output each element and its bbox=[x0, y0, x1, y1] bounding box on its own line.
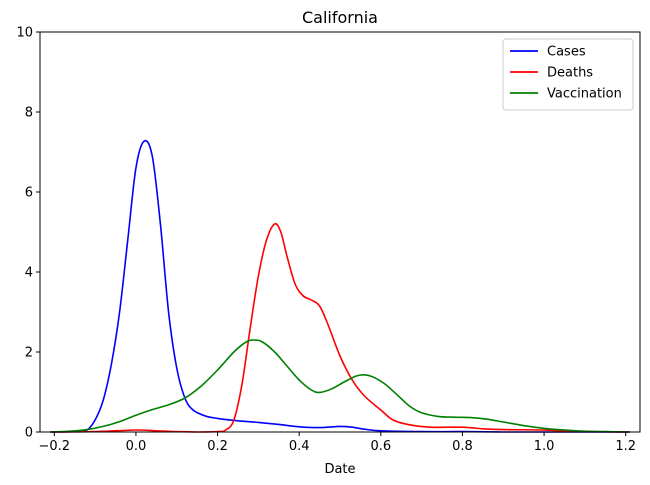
y-tick-label: 8 bbox=[25, 106, 33, 121]
y-tick-label: 0 bbox=[25, 426, 33, 441]
ticks: −0.2 0.0 0.2 0.4 0.6 0.8 1.0 1.2 0 2 4 6 8 10 bbox=[16, 26, 636, 455]
axes bbox=[39, 31, 641, 433]
x-axis-label: Date bbox=[324, 462, 355, 477]
y-tick-label: 10 bbox=[16, 26, 33, 41]
series-line-vaccination bbox=[50, 339, 630, 433]
series-line-deaths bbox=[50, 222, 630, 433]
x-tick-label: 0.4 bbox=[289, 439, 310, 454]
legend-label-deaths: Deaths bbox=[547, 66, 593, 81]
x-tick-label: 1.0 bbox=[534, 439, 555, 454]
series-line-cases bbox=[50, 139, 630, 433]
x-tick-label: 0.8 bbox=[452, 439, 473, 454]
x-tick-label: 0.2 bbox=[207, 439, 228, 454]
x-tick-label: −0.2 bbox=[38, 439, 70, 454]
chart-title: California bbox=[302, 8, 378, 27]
legend-label-vaccination: Vaccination bbox=[547, 87, 622, 102]
legend-label-cases: Cases bbox=[547, 45, 586, 60]
legend: Cases Deaths Vaccination bbox=[502, 38, 634, 111]
x-tick-label: 1.2 bbox=[615, 439, 636, 454]
y-tick-label: 4 bbox=[25, 266, 33, 281]
x-tick-label: 0.0 bbox=[126, 439, 147, 454]
y-tick-label: 2 bbox=[25, 346, 33, 361]
y-tick-label: 6 bbox=[25, 186, 33, 201]
plot-frame bbox=[39, 31, 641, 433]
x-tick-label: 0.6 bbox=[370, 439, 391, 454]
plot-lines bbox=[50, 139, 630, 433]
